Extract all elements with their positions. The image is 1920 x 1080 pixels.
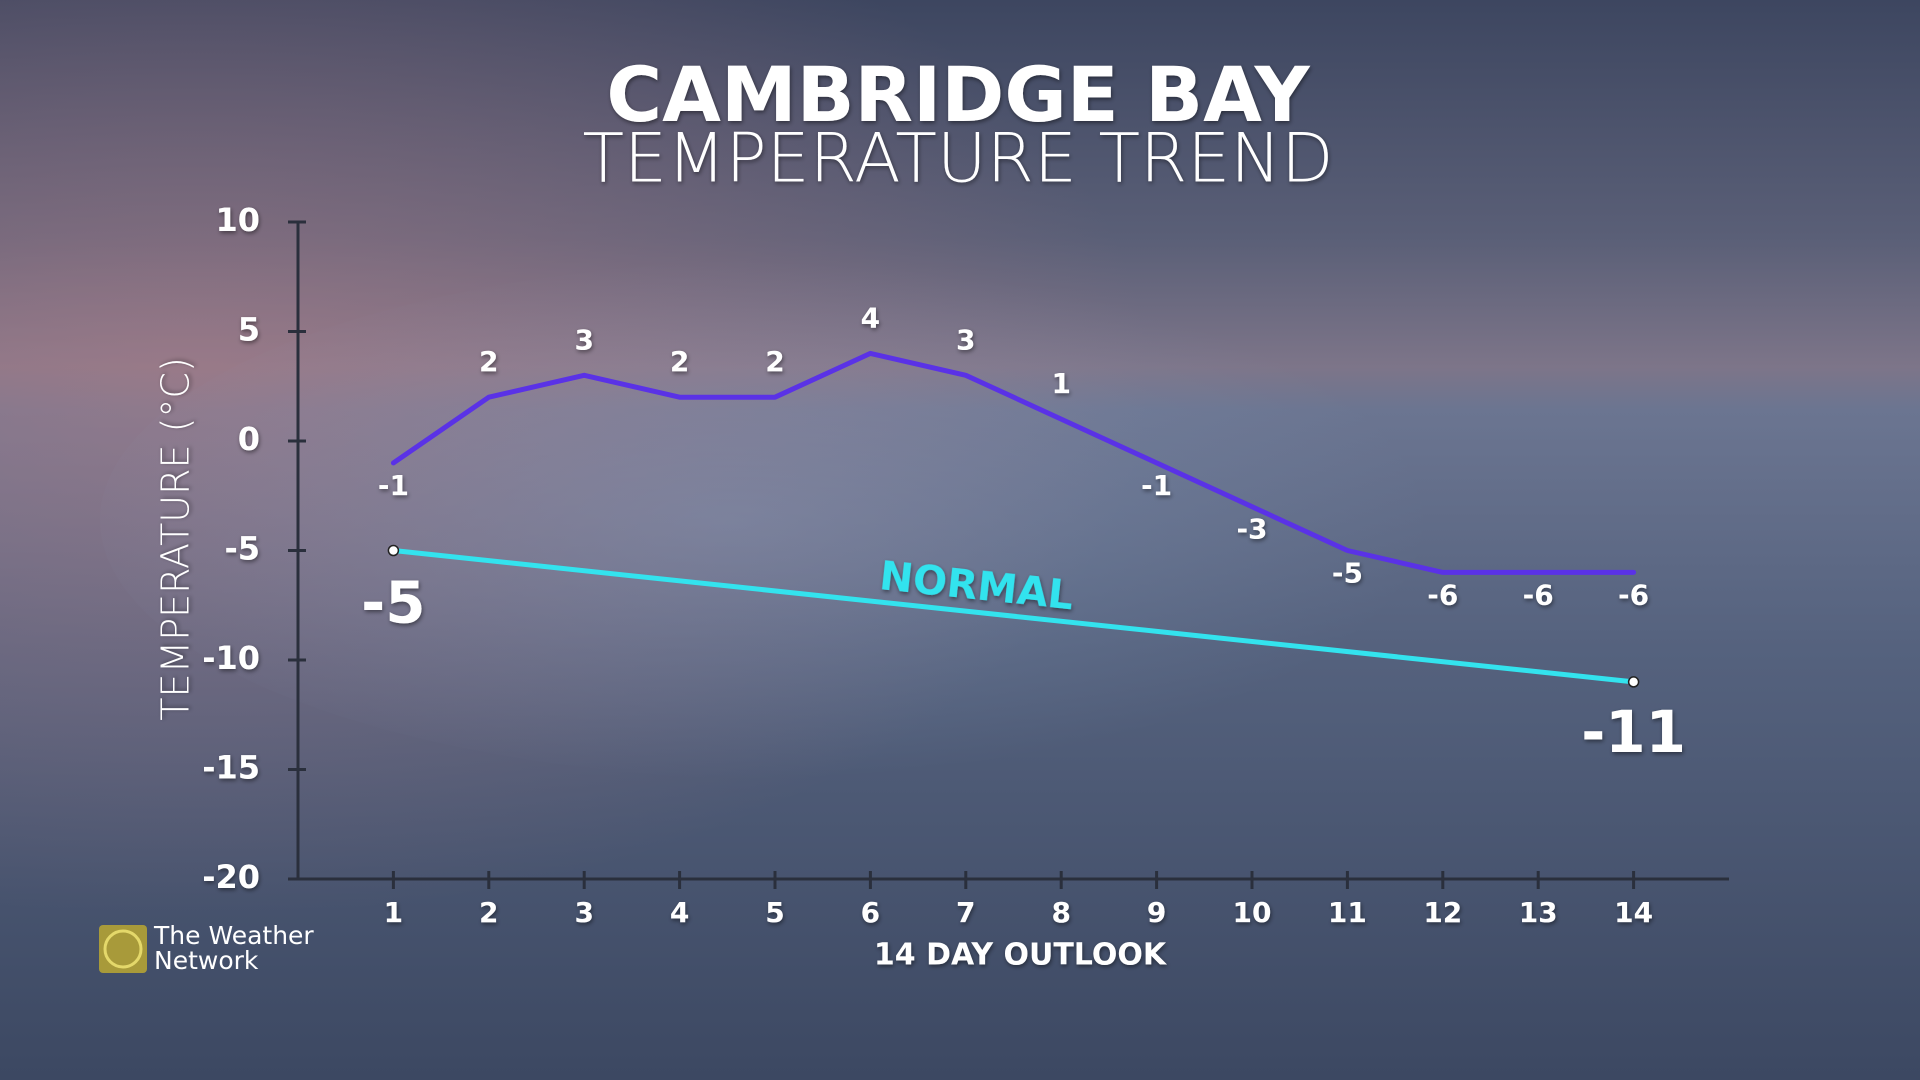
- x-tick-label: 4: [670, 896, 689, 929]
- chart-title: CAMBRIDGE BAY: [606, 50, 1310, 139]
- x-tick-label: 2: [479, 896, 498, 929]
- data-label: -5: [361, 569, 425, 637]
- background-ice: [100, 260, 1500, 780]
- x-axis-label: 14 DAY OUTLOOK: [874, 938, 1168, 973]
- x-tick-label: 12: [1423, 896, 1462, 929]
- y-tick-label: -15: [202, 749, 260, 787]
- data-label: 2: [670, 345, 689, 378]
- x-tick-label: 11: [1328, 896, 1367, 929]
- data-label: 2: [479, 345, 498, 378]
- x-tick-label: 6: [861, 896, 880, 929]
- x-tick-label: 1: [384, 896, 403, 929]
- logo-text: Network: [154, 946, 259, 975]
- data-label: 3: [574, 323, 593, 356]
- y-tick-label: -20: [202, 858, 260, 896]
- data-label: -5: [1332, 557, 1363, 590]
- data-line: [390, 548, 1637, 685]
- data-line: [390, 350, 1637, 575]
- x-tick-label: 9: [1147, 896, 1166, 929]
- data-label: -6: [1523, 578, 1554, 611]
- x-tick-label: 14: [1614, 896, 1653, 929]
- logo-text: The Weather: [153, 921, 314, 950]
- y-tick-label: 5: [238, 311, 260, 349]
- data-label: 1: [1051, 367, 1070, 400]
- data-label: -6: [1618, 578, 1649, 611]
- data-label: -3: [1236, 513, 1267, 546]
- x-tick-label: 8: [1051, 896, 1070, 929]
- end-dot: [387, 544, 400, 557]
- data-label: -11: [1581, 698, 1686, 766]
- x-tick-label: 10: [1233, 896, 1272, 929]
- x-tick-label: 7: [956, 896, 975, 929]
- data-label: 4: [861, 301, 880, 334]
- chart-subtitle: TEMPERATURE TREND: [583, 120, 1334, 199]
- y-axis-label: TEMPERATURE (°C): [154, 357, 198, 721]
- data-label: -1: [378, 469, 409, 502]
- end-dot: [1627, 676, 1640, 688]
- y-tick-label: 10: [215, 201, 260, 239]
- data-label: 3: [956, 323, 975, 356]
- data-label: 2: [765, 345, 784, 378]
- x-tick-label: 5: [765, 896, 784, 929]
- logo: The Weather Network: [99, 921, 314, 975]
- y-tick-label: -10: [202, 639, 260, 677]
- x-tick-label: 3: [574, 896, 593, 929]
- data-label: -6: [1427, 578, 1458, 611]
- x-tick-label: 13: [1519, 896, 1558, 929]
- data-label: -1: [1141, 469, 1172, 502]
- y-tick-label: 0: [238, 420, 260, 458]
- y-tick-label: -5: [224, 530, 260, 568]
- logo-globe: [103, 929, 143, 969]
